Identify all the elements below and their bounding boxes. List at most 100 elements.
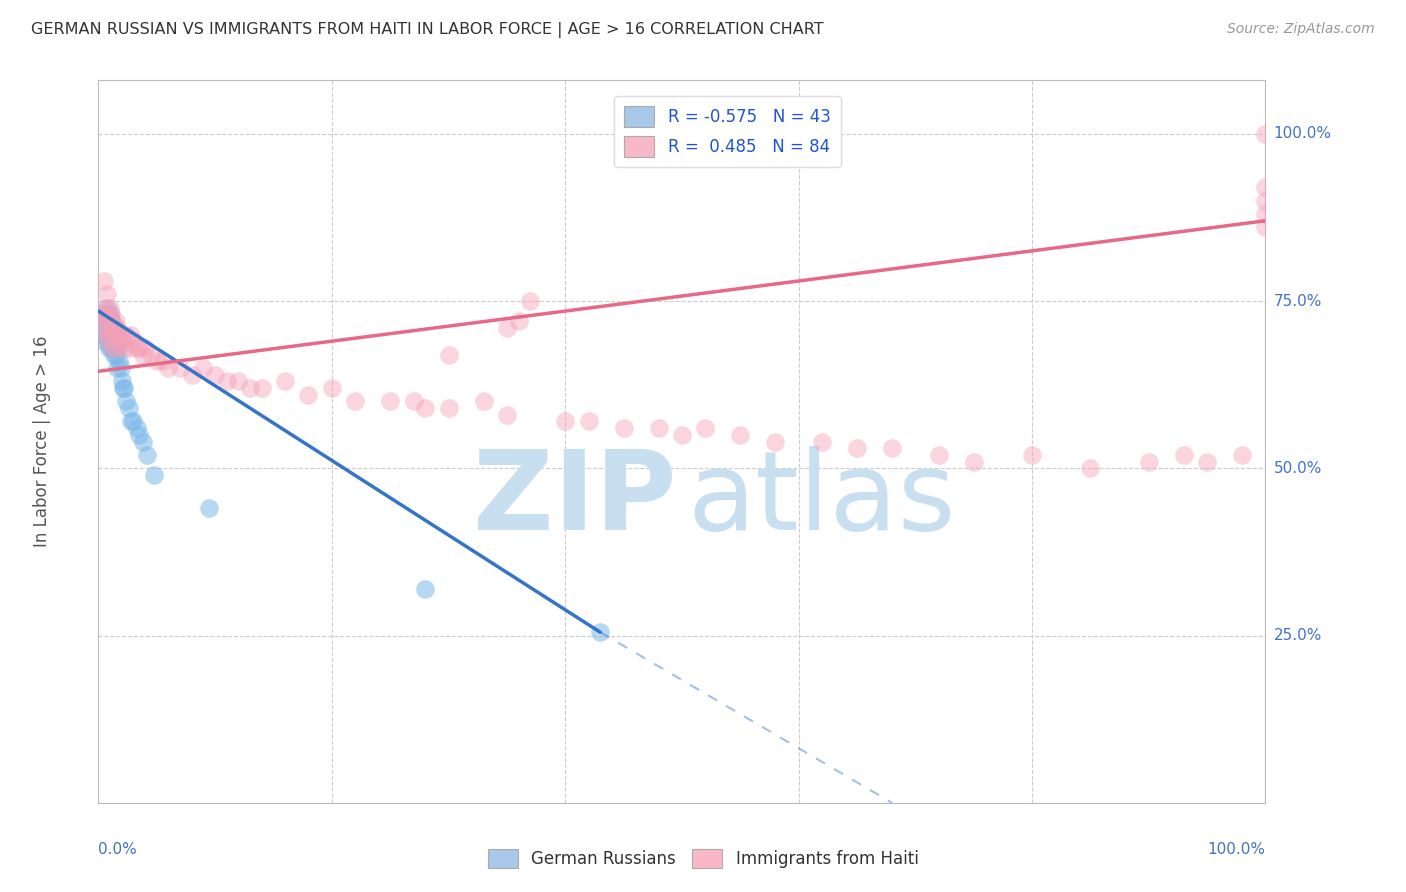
- Legend: German Russians, Immigrants from Haiti: German Russians, Immigrants from Haiti: [481, 842, 925, 875]
- Point: [96, 327, 118, 342]
- Point: [104, 341, 127, 355]
- Point: [274, 375, 297, 389]
- Point: [105, 321, 128, 335]
- Point: [110, 361, 132, 376]
- Point: [204, 368, 226, 382]
- Point: [122, 414, 145, 429]
- Text: 75.0%: 75.0%: [1274, 293, 1322, 309]
- Point: [93, 314, 115, 328]
- Point: [97, 307, 120, 322]
- Point: [344, 394, 367, 409]
- Text: 100.0%: 100.0%: [1208, 842, 1265, 856]
- Point: [169, 361, 191, 376]
- Point: [93, 274, 115, 288]
- Point: [1254, 207, 1277, 221]
- Point: [589, 625, 612, 640]
- Point: [98, 327, 121, 342]
- Point: [1195, 455, 1218, 469]
- Point: [193, 361, 215, 376]
- Point: [157, 361, 180, 376]
- Point: [100, 307, 122, 322]
- Point: [105, 361, 128, 376]
- Point: [125, 421, 148, 435]
- Point: [91, 327, 114, 342]
- Point: [1254, 180, 1277, 194]
- Point: [1021, 448, 1043, 462]
- Point: [508, 314, 530, 328]
- Point: [120, 414, 142, 429]
- Point: [103, 327, 125, 342]
- Point: [1254, 127, 1277, 141]
- Point: [115, 394, 138, 409]
- Point: [321, 381, 343, 395]
- Point: [104, 327, 127, 342]
- Point: [402, 394, 425, 409]
- Point: [763, 434, 786, 449]
- Point: [104, 321, 127, 335]
- Point: [695, 421, 717, 435]
- Point: [613, 421, 636, 435]
- Point: [120, 327, 142, 342]
- Point: [108, 354, 131, 368]
- Point: [437, 401, 460, 416]
- Point: [110, 334, 132, 349]
- Point: [496, 321, 519, 335]
- Point: [125, 341, 148, 355]
- Point: [1254, 220, 1277, 235]
- Point: [98, 301, 121, 315]
- Legend: R = -0.575   N = 43, R =  0.485   N = 84: R = -0.575 N = 43, R = 0.485 N = 84: [614, 95, 841, 167]
- Point: [96, 287, 118, 301]
- Point: [107, 327, 129, 342]
- Text: 100.0%: 100.0%: [1274, 127, 1331, 141]
- Point: [239, 381, 262, 395]
- Point: [104, 327, 127, 342]
- Point: [104, 341, 127, 355]
- Point: [1137, 455, 1160, 469]
- Point: [93, 307, 115, 322]
- Point: [94, 301, 117, 315]
- Point: [146, 354, 169, 368]
- Point: [730, 427, 752, 442]
- Point: [128, 341, 150, 355]
- Point: [472, 394, 495, 409]
- Point: [250, 381, 273, 395]
- Point: [97, 307, 120, 322]
- Point: [519, 294, 541, 309]
- Point: [496, 408, 519, 422]
- Point: [104, 348, 127, 362]
- Text: 50.0%: 50.0%: [1274, 461, 1322, 475]
- Point: [104, 314, 127, 328]
- Point: [97, 334, 120, 349]
- Point: [554, 414, 576, 429]
- Point: [90, 314, 112, 328]
- Point: [105, 334, 128, 349]
- Point: [101, 321, 124, 335]
- Point: [413, 582, 436, 596]
- Point: [297, 387, 319, 401]
- Text: atlas: atlas: [688, 446, 956, 553]
- Point: [1173, 448, 1195, 462]
- Text: In Labor Force | Age > 16: In Labor Force | Age > 16: [34, 335, 52, 548]
- Point: [1254, 194, 1277, 208]
- Point: [139, 348, 162, 362]
- Point: [380, 394, 402, 409]
- Point: [128, 427, 150, 442]
- Point: [103, 348, 125, 362]
- Point: [100, 314, 122, 328]
- Point: [112, 341, 135, 355]
- Point: [112, 381, 135, 395]
- Point: [118, 401, 141, 416]
- Point: [413, 401, 436, 416]
- Point: [100, 341, 122, 355]
- Point: [96, 301, 118, 315]
- Point: [132, 348, 155, 362]
- Text: 25.0%: 25.0%: [1274, 628, 1322, 643]
- Point: [98, 307, 121, 322]
- Point: [111, 381, 134, 395]
- Text: Source: ZipAtlas.com: Source: ZipAtlas.com: [1227, 22, 1375, 37]
- Point: [132, 434, 155, 449]
- Point: [180, 368, 202, 382]
- Point: [101, 341, 124, 355]
- Point: [90, 307, 112, 322]
- Point: [134, 341, 156, 355]
